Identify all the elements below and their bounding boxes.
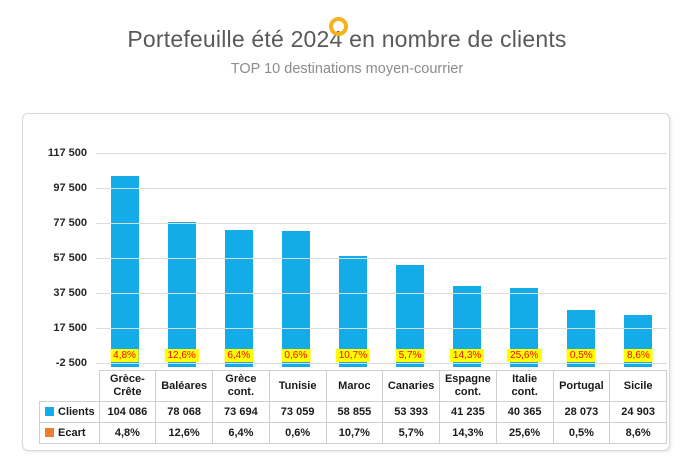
- bar-column: 8,6%: [610, 153, 667, 367]
- bar-column: 5,7%: [381, 153, 438, 367]
- ecart-value-cell: 25,6%: [495, 422, 554, 444]
- ecart-value-cell: 14,3%: [439, 422, 497, 444]
- ecart-value-cell: 0,5%: [552, 422, 611, 444]
- legend-cell-ecart: Ecart: [39, 422, 100, 444]
- ecart-value-cell: 10,7%: [325, 422, 384, 444]
- legend-cell-clients: Clients: [39, 401, 100, 423]
- table-corner-cell: [40, 371, 100, 402]
- series-name: Clients: [58, 405, 95, 418]
- page-subtitle: TOP 10 destinations moyen-courrier: [230, 61, 464, 77]
- gridline: [96, 293, 667, 294]
- ecart-data-label: 25,6%: [507, 349, 542, 362]
- clients-value-cell: 24 903: [609, 401, 667, 423]
- clients-value-cell: 58 855: [325, 401, 384, 423]
- category-header-cell: Sicile: [609, 370, 667, 402]
- category-header-cell: Maroc: [325, 370, 384, 402]
- category-header-cell: Canaries: [382, 370, 440, 402]
- ecart-data-label: 12,6%: [164, 349, 199, 362]
- clients-bar: [167, 222, 196, 367]
- gridline: [96, 153, 667, 154]
- legend-swatch-clients-icon: [45, 406, 54, 416]
- category-header-cell: Baléares: [155, 370, 213, 402]
- gridline: [96, 328, 667, 329]
- ecart-data-label: 0,5%: [566, 349, 596, 362]
- category-header-cell: Tunisie: [268, 370, 327, 402]
- clients-value-cell: 73 059: [268, 401, 327, 423]
- clients-value-cell: 53 393: [382, 401, 440, 423]
- y-axis-tick-label: 77 500: [53, 217, 87, 229]
- plot-area: 4,8% 12,6% 6,4% 0,6% 10,7% 5,7% 14,3% 25,6% 0,5%…: [96, 153, 667, 367]
- category-header-cell: Portugal: [552, 370, 611, 402]
- ecart-data-label: 6,4%: [224, 349, 254, 362]
- y-axis-tick-label: 117 500: [47, 147, 87, 159]
- bar-column: 6,4%: [210, 153, 267, 367]
- ecart-value-cell: 4,8%: [98, 422, 157, 444]
- clients-value-cell: 78 068: [155, 401, 213, 423]
- clients-bar: [338, 255, 367, 367]
- clients-value-cell: 28 073: [552, 401, 611, 423]
- clients-value-cell: 73 694: [212, 401, 270, 423]
- chart-container: 4,8% 12,6% 6,4% 0,6% 10,7% 5,7% 14,3% 25,6% 0,5%…: [22, 113, 670, 451]
- data-table: Grèce- Crête Baléares Grèce cont. Tunisie Ma…: [39, 370, 667, 444]
- category-header-cell: Italie cont.: [495, 370, 554, 402]
- bar-column: 14,3%: [439, 153, 496, 367]
- category-header-cell: Grèce- Crête: [98, 370, 157, 402]
- ecart-data-label: 5,7%: [395, 349, 425, 362]
- clients-bar: [110, 176, 139, 367]
- y-axis-tick-label: 57 500: [53, 252, 87, 264]
- clients-bar: [281, 230, 310, 367]
- category-header-cell: Grèce cont.: [212, 370, 270, 402]
- ecart-value-cell: 6,4%: [212, 422, 270, 444]
- bar-column: 4,8%: [96, 153, 153, 367]
- bar-column: 0,6%: [267, 153, 324, 367]
- gridline: [96, 188, 667, 189]
- clients-bar: [224, 229, 253, 367]
- legend-swatch-ecart-icon: [45, 427, 54, 437]
- y-axis-tick-label: 97 500: [53, 182, 87, 194]
- y-axis-tick-label: -2 500: [55, 357, 87, 369]
- ecart-value-cell: 5,7%: [382, 422, 440, 444]
- clients-value-cell: 40 365: [495, 401, 554, 423]
- clients-value-cell: 41 235: [439, 401, 497, 423]
- ecart-data-label: 14,3%: [449, 349, 485, 362]
- series-name: Ecart: [58, 426, 86, 439]
- ecart-value-cell: 12,6%: [155, 422, 213, 444]
- y-axis-tick-label: 17 500: [53, 322, 87, 334]
- bar-column: 0,5%: [553, 153, 610, 367]
- bars-row: 4,8% 12,6% 6,4% 0,6% 10,7% 5,7% 14,3% 25,6% 0,5%…: [96, 153, 667, 367]
- gridline: [96, 258, 667, 259]
- ecart-value-cell: 8,6%: [609, 422, 667, 444]
- brand-logo-fragment-icon: [329, 17, 348, 36]
- gridline: [96, 363, 667, 364]
- bar-column: 10,7%: [324, 153, 381, 367]
- bar-column: 12,6%: [153, 153, 210, 367]
- ecart-data-label: 4,8%: [110, 349, 139, 362]
- ecart-data-label: 8,6%: [623, 349, 653, 362]
- ecart-value-cell: 0,6%: [268, 422, 327, 444]
- clients-value-cell: 104 086: [98, 401, 157, 423]
- category-header-cell: Espagne cont.: [439, 370, 497, 402]
- gridline: [96, 223, 667, 224]
- ecart-data-label: 0,6%: [281, 349, 311, 362]
- ecart-data-label: 10,7%: [335, 349, 371, 362]
- y-axis-tick-label: 37 500: [53, 287, 87, 299]
- bar-column: 25,6%: [496, 153, 553, 367]
